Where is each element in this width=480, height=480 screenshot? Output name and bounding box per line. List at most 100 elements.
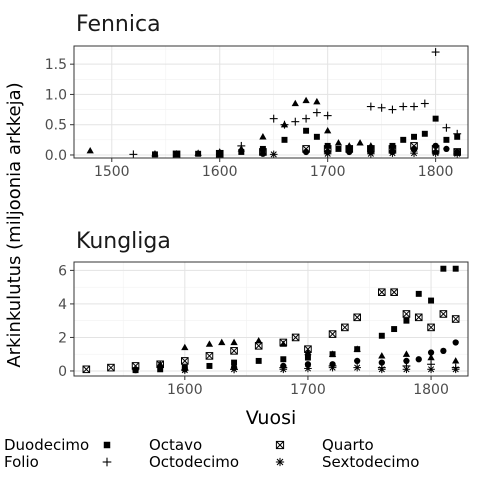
data-point-quarto [215,149,224,158]
data-point-sextodecimo [279,365,288,374]
data-point-duodecimo [443,145,450,153]
plot-background [74,262,468,376]
x-tick-label: 1700 [310,164,346,180]
data-point-octodecimo [410,102,418,111]
legend-item-octavo: Octavo [103,436,202,454]
legend-label: Octavo [149,436,202,454]
data-point-octavo [421,130,428,137]
legend-label: Folio [4,453,39,471]
data-point-sextodecimo [410,149,418,157]
data-point-sextodecimo [388,149,397,157]
legend-label: Duodecimo [4,436,89,454]
data-point-sextodecimo [451,365,460,374]
panel-title: Fennica [76,12,161,37]
data-point-octavo [231,359,238,366]
data-point-folio [402,350,411,357]
data-point-octavo [411,133,417,140]
data-point-folio [259,133,267,140]
legend-key-plus [102,457,112,467]
y-tick-label: 1.5 [45,57,67,73]
data-point-duodecimo [354,357,361,365]
data-point-folio [218,338,226,346]
data-point-folio [378,352,386,359]
data-point-quarto [410,142,418,150]
data-point-octavo [313,133,320,140]
data-point-duodecimo [304,361,312,368]
data-point-quarto [341,323,349,332]
legend-key-asterisk [275,457,285,467]
data-point-sextodecimo [328,363,337,372]
legend-item-octodecimo: Octodecimo [102,453,239,471]
x-tick-label: 1500 [94,164,130,180]
data-point-folio [328,350,337,357]
data-point-sextodecimo [431,149,440,157]
data-point-folio [302,96,310,104]
data-point-octavo [304,354,311,361]
data-point-sextodecimo [378,365,386,374]
data-point-sextodecimo [304,364,312,373]
data-point-folio [86,146,94,154]
panel-kungliga: Kungliga 1600 1700 1800 0 2 4 6 [58,229,469,398]
data-point-duodecimo [132,366,139,374]
data-point-sextodecimo [453,149,462,158]
data-point-duodecimo [427,349,435,356]
data-point-octavo [391,326,398,333]
legend-label: Quarto [322,436,374,454]
data-point-quarto [107,363,115,372]
data-point-sextodecimo [323,149,332,158]
data-point-octavo [238,148,245,155]
data-point-octavo [206,362,213,369]
data-point-folio [324,126,332,134]
data-point-octavo [440,265,447,272]
data-point-folio [452,357,460,364]
data-point-octodecimo [237,141,246,150]
data-point-folio [255,336,263,344]
data-point-octodecimo [442,123,451,132]
data-point-folio [334,139,343,146]
x-tick-label: 1800 [413,382,449,398]
data-point-octavo [378,332,385,339]
data-point-octavo [335,145,342,152]
data-point-sextodecimo [367,149,375,158]
data-point-folio [205,340,214,347]
data-point-octodecimo [269,114,278,123]
data-point-quarto [390,288,398,296]
data-point-quarto [328,330,337,338]
data-point-octodecimo [323,111,332,120]
data-point-octodecimo [377,103,386,112]
data-point-sextodecimo [402,365,411,374]
data-point-sextodecimo [427,365,435,374]
data-point-octodecimo [420,99,429,108]
plot-background [74,46,468,158]
data-point-quarto [439,310,448,318]
legend-label: Sextodecimo [322,453,419,471]
data-point-octodecimo [302,114,311,123]
panel-title: Kungliga [76,229,171,254]
x-tick-label: 1600 [167,382,203,398]
data-point-octavo [280,356,287,363]
data-point-folio [313,97,321,105]
data-point-quarto [451,315,460,323]
panel-fennica: Fennica 1500 1600 1700 1800 0.0 0.5 1.0 1.5 [45,12,469,180]
data-point-quarto [181,357,189,365]
data-point-octodecimo [388,105,397,114]
data-point-octodecimo [280,120,289,129]
data-point-octavo [432,115,439,122]
data-point-quarto [259,148,267,156]
data-point-octodecimo [453,129,462,138]
data-point-octodecimo [431,48,440,57]
data-point-folio [427,353,435,361]
data-point-duodecimo [415,356,422,363]
data-point-quarto [291,333,300,342]
legend-key-square [103,441,111,449]
data-point-duodecimo [440,347,447,354]
data-point-octodecimo [291,117,300,126]
data-point-octavo [281,136,288,143]
data-point-folio [156,360,164,367]
data-point-octavo [452,265,459,272]
x-tick-label: 1800 [418,164,454,180]
data-point-quarto [82,365,91,374]
data-point-sextodecimo [353,363,361,372]
